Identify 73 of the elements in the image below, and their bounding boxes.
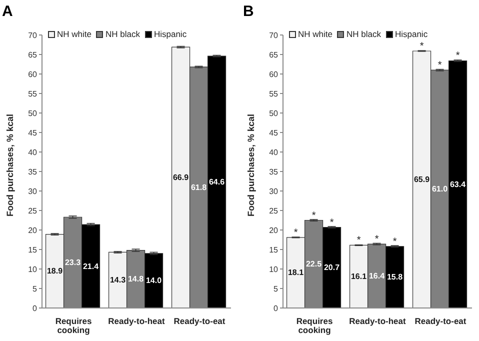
- data-label: 23.3: [64, 258, 82, 268]
- y-tick-label: 60: [28, 70, 38, 79]
- y-tick-label: 0: [274, 304, 279, 313]
- chart-title: A: [2, 3, 13, 20]
- y-tick-label: 50: [269, 108, 279, 118]
- y-tick-label: 15: [28, 245, 38, 254]
- x-tick-label: Requires cooking: [55, 316, 92, 335]
- annotation: *: [392, 236, 397, 248]
- annotation: *: [294, 227, 298, 238]
- y-tick-label: 30: [28, 186, 38, 196]
- data-label: 18.1: [288, 268, 304, 278]
- y-tick-label: 60: [269, 70, 279, 79]
- data-label: 18.9: [46, 266, 64, 276]
- data-label: 61.8: [190, 182, 208, 192]
- annotation: *: [312, 210, 316, 222]
- y-tick-label: 50: [28, 108, 38, 118]
- data-label: 14.3: [110, 276, 126, 285]
- chart-title: B: [243, 3, 254, 20]
- legend-label: NH black: [105, 29, 140, 39]
- data-label: 22.5: [306, 260, 322, 269]
- x-tick-label: Ready-to-eat: [414, 316, 466, 326]
- legend-label: Hispanic: [154, 29, 187, 39]
- data-label: 16.4: [368, 272, 386, 281]
- x-tick-label: Requires cooking: [296, 316, 333, 335]
- y-tick-label: 35: [28, 167, 38, 176]
- y-tick-label: 30: [269, 186, 279, 196]
- data-label: 61.0: [432, 184, 448, 194]
- x-tick-label: Ready-to-heat: [349, 316, 406, 326]
- y-tick-label: 0: [32, 304, 38, 313]
- annotation: *: [420, 40, 424, 52]
- y-axis-title: Food purchases, % kcal: [5, 114, 16, 216]
- y-tick-label: 5: [274, 284, 279, 294]
- legend-label: NH black: [346, 29, 381, 39]
- data-label: 16.1: [350, 272, 368, 282]
- data-label: 65.9: [414, 174, 430, 184]
- y-tick-label: 45: [28, 128, 38, 138]
- y-tick-label: 10: [28, 264, 38, 274]
- data-label: 66.9: [172, 173, 190, 182]
- legend-label: Hispanic: [394, 29, 428, 39]
- data-label: 14.0: [146, 276, 162, 286]
- annotation: *: [356, 235, 361, 246]
- data-label: 63.4: [450, 180, 466, 189]
- annotation: *: [438, 60, 442, 72]
- annotation: *: [456, 50, 460, 62]
- legend-label: NH white: [298, 29, 332, 39]
- y-tick-label: 10: [269, 264, 279, 274]
- x-tick-label: Ready-to-eat: [174, 316, 226, 326]
- y-tick-label: 20: [28, 226, 38, 235]
- y-tick-label: 65: [269, 50, 279, 60]
- y-tick-label: 55: [28, 89, 38, 98]
- y-tick-label: 40: [269, 148, 279, 157]
- y-tick-label: 70: [269, 30, 279, 40]
- y-tick-label: 25: [28, 206, 38, 216]
- legend-label: NH white: [57, 29, 92, 39]
- y-tick-label: 65: [28, 50, 38, 60]
- data-label: 64.6: [208, 178, 226, 187]
- annotation: *: [330, 217, 334, 228]
- y-axis-title: Food purchases, % kcal: [246, 114, 256, 216]
- y-tick-label: 35: [269, 167, 279, 176]
- data-label: 21.4: [82, 262, 100, 271]
- x-tick-label: Ready-to-heat: [108, 316, 165, 326]
- y-tick-label: 40: [28, 148, 38, 157]
- y-tick-label: 5: [32, 284, 38, 294]
- y-tick-label: 25: [269, 206, 279, 216]
- y-tick-label: 15: [269, 245, 279, 254]
- data-label: 15.8: [386, 272, 404, 282]
- annotation: *: [374, 234, 379, 246]
- y-tick-label: 45: [269, 128, 279, 138]
- data-label: 20.7: [324, 263, 340, 272]
- data-label: 14.8: [128, 274, 144, 284]
- y-tick-label: 70: [28, 30, 38, 40]
- y-tick-label: 55: [269, 89, 279, 98]
- y-tick-label: 20: [269, 226, 279, 235]
